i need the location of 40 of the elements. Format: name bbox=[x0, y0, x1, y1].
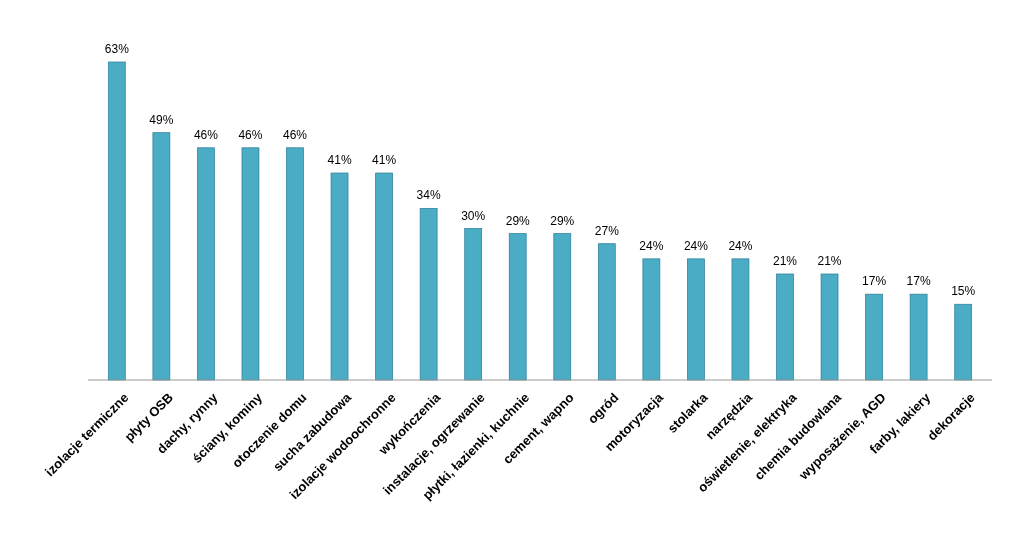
data-label: 24% bbox=[683, 238, 709, 253]
bar bbox=[776, 273, 794, 381]
bar bbox=[954, 303, 973, 381]
data-label: 46% bbox=[238, 127, 263, 142]
bar bbox=[731, 258, 750, 381]
data-label: 17% bbox=[906, 274, 931, 289]
bar bbox=[330, 172, 349, 381]
bar bbox=[419, 207, 438, 381]
bar bbox=[241, 147, 260, 381]
data-label: 21% bbox=[772, 254, 798, 268]
data-label: 15% bbox=[951, 284, 976, 299]
bar bbox=[642, 258, 661, 381]
bar bbox=[553, 233, 572, 381]
data-label: 46% bbox=[282, 127, 308, 142]
data-label: 41% bbox=[327, 153, 352, 168]
bar bbox=[286, 147, 304, 381]
bar bbox=[464, 228, 483, 381]
bar bbox=[865, 293, 883, 381]
bar bbox=[508, 233, 527, 381]
data-label: 63% bbox=[104, 42, 130, 56]
data-label: 49% bbox=[149, 112, 174, 127]
data-label: 30% bbox=[461, 208, 486, 223]
data-label: 24% bbox=[639, 238, 664, 253]
bar bbox=[687, 258, 705, 381]
data-label: 17% bbox=[862, 274, 887, 289]
bar bbox=[107, 61, 126, 381]
data-label: 21% bbox=[817, 254, 842, 268]
data-label: 29% bbox=[505, 213, 531, 228]
bar bbox=[375, 172, 393, 381]
data-label: 46% bbox=[193, 127, 219, 142]
data-label: 24% bbox=[728, 238, 753, 253]
bar bbox=[597, 243, 616, 381]
data-label: 34% bbox=[416, 188, 441, 203]
data-label: 41% bbox=[372, 153, 397, 168]
bar bbox=[197, 147, 215, 381]
bar bbox=[820, 273, 839, 381]
bar bbox=[152, 132, 171, 381]
data-label: 29% bbox=[550, 213, 575, 228]
bar bbox=[909, 293, 928, 381]
data-label: 27% bbox=[594, 223, 620, 238]
